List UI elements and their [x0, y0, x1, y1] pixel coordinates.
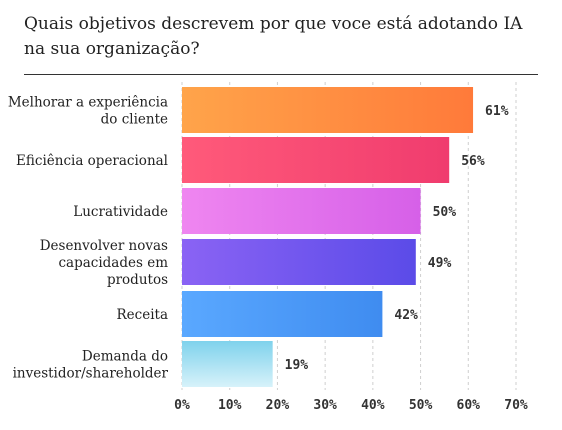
- category-label: Lucratividade: [73, 204, 168, 220]
- bar-value-label: 56%: [461, 154, 485, 169]
- category-label: Demanda do investidor/shareholder: [13, 349, 169, 382]
- x-tick-label: 10%: [218, 398, 242, 413]
- x-tick-label: 50%: [409, 398, 433, 413]
- bar-value-label: 49%: [428, 256, 452, 271]
- title-divider: [24, 74, 538, 75]
- bar-value-label: 42%: [394, 308, 418, 323]
- x-tick-label: 30%: [313, 398, 337, 413]
- bar: [182, 137, 450, 183]
- bar-value-label: 19%: [285, 358, 309, 373]
- bar: [182, 291, 383, 337]
- chart-title: Quais objetivos descrevem por que voce e…: [24, 14, 523, 59]
- x-tick-label: 40%: [361, 398, 385, 413]
- x-tick-label: 60%: [457, 398, 481, 413]
- bar: [182, 188, 421, 234]
- category-label: Eficiência operacional: [16, 153, 168, 169]
- bar: [182, 87, 474, 133]
- labels: 0% 10% 20% 30% 40% 50% 60% 70% 61% Melhorar a exp…: [8, 95, 528, 414]
- x-tick-label: 0%: [174, 398, 190, 413]
- x-tick-label: 70%: [504, 398, 528, 413]
- bar: [182, 341, 273, 387]
- category-label: Receita: [117, 307, 169, 323]
- category-label: Desenvolver novas capacidades em produtos: [40, 238, 168, 288]
- bars: [182, 87, 474, 387]
- bar-value-label: 50%: [433, 205, 457, 220]
- category-label: Melhorar a experiência do cliente: [8, 95, 168, 128]
- bar-value-label: 61%: [485, 104, 509, 119]
- bar: [182, 239, 416, 285]
- x-tick-label: 20%: [266, 398, 290, 413]
